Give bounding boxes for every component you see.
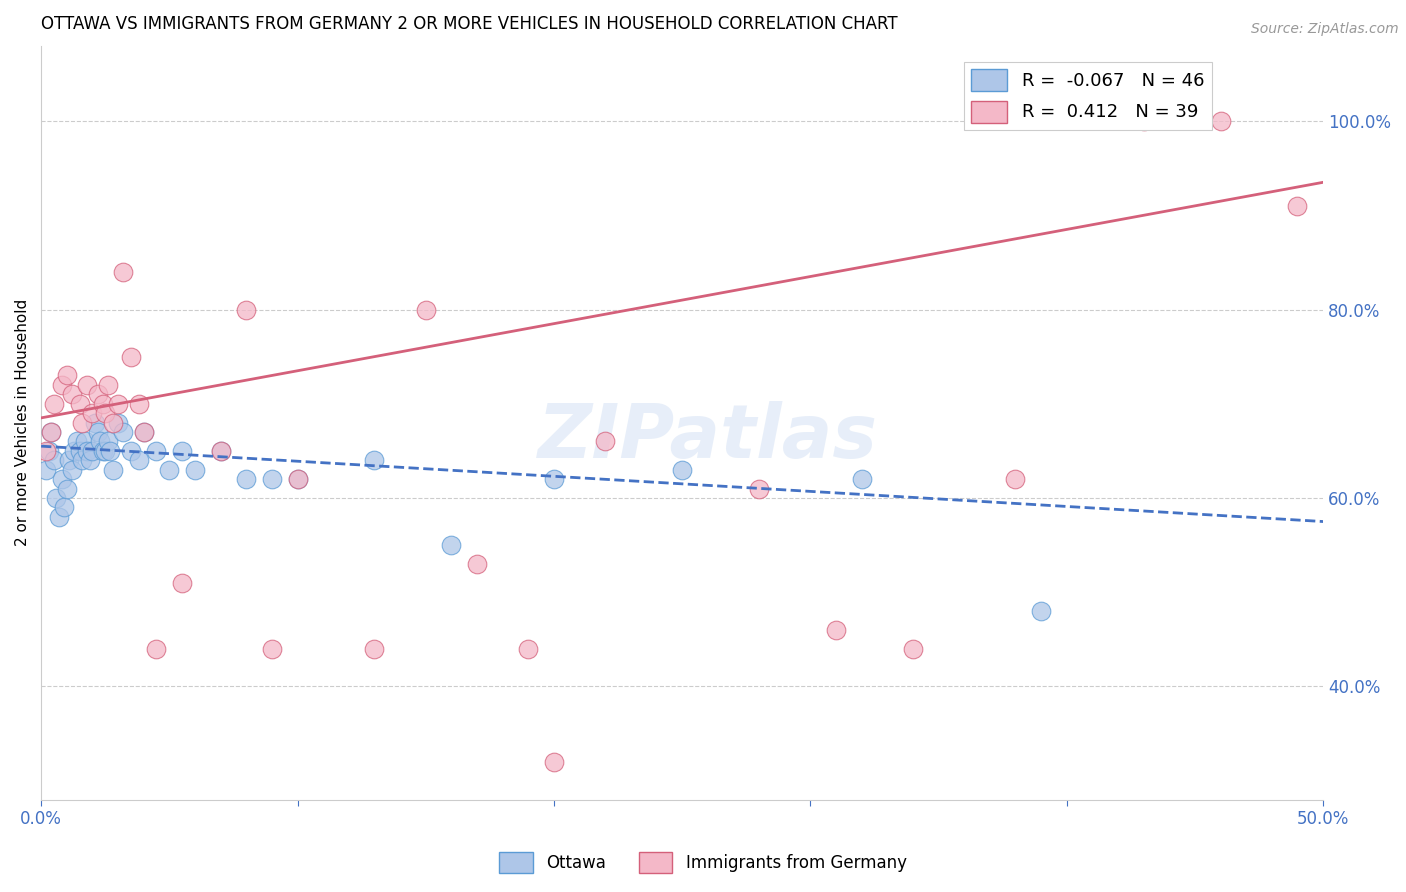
Point <box>42 397 65 411</box>
Point <box>543 755 565 769</box>
Point <box>70 453 93 467</box>
Point <box>38 443 60 458</box>
Y-axis label: 2 or more Vehicles in Household: 2 or more Vehicles in Household <box>15 299 30 546</box>
Point <box>76 378 98 392</box>
Point <box>55 368 77 383</box>
Point <box>112 425 135 439</box>
Point <box>84 416 107 430</box>
Point <box>543 472 565 486</box>
Point <box>58 453 80 467</box>
Point <box>1132 114 1154 128</box>
Point <box>73 434 96 449</box>
Point <box>91 443 114 458</box>
Point <box>517 641 540 656</box>
Point <box>101 416 124 430</box>
Point <box>69 443 91 458</box>
Text: Source: ZipAtlas.com: Source: ZipAtlas.com <box>1251 22 1399 37</box>
Point <box>1286 199 1309 213</box>
Point <box>145 641 167 656</box>
Point <box>66 434 89 449</box>
Point <box>748 482 770 496</box>
Point <box>145 443 167 458</box>
Point <box>41 425 63 439</box>
Text: ZIPatlas: ZIPatlas <box>537 401 877 475</box>
Point <box>172 443 194 458</box>
Point <box>851 472 873 486</box>
Point <box>671 463 693 477</box>
Point <box>363 641 385 656</box>
Point <box>209 443 232 458</box>
Point <box>60 463 83 477</box>
Point <box>51 378 73 392</box>
Point <box>70 416 93 430</box>
Point <box>287 472 309 486</box>
Text: OTTAWA VS IMMIGRANTS FROM GERMANY 2 OR MORE VEHICLES IN HOUSEHOLD CORRELATION CH: OTTAWA VS IMMIGRANTS FROM GERMANY 2 OR M… <box>41 15 898 33</box>
Point <box>94 443 117 458</box>
Point <box>120 350 142 364</box>
Point <box>593 434 616 449</box>
Point <box>35 443 58 458</box>
Point <box>53 500 76 515</box>
Point <box>51 472 73 486</box>
Point <box>128 453 150 467</box>
Point <box>89 434 111 449</box>
Point <box>235 472 257 486</box>
Point <box>209 443 232 458</box>
Point <box>98 443 121 458</box>
Point <box>415 302 437 317</box>
Point <box>465 557 488 571</box>
Point <box>235 302 257 317</box>
Point <box>76 443 98 458</box>
Point <box>107 416 129 430</box>
Point <box>1004 472 1026 486</box>
Point <box>1029 604 1052 618</box>
Point <box>45 491 67 505</box>
Point <box>1209 114 1232 128</box>
Point <box>120 443 142 458</box>
Point <box>86 387 108 401</box>
Point <box>42 453 65 467</box>
Point <box>55 482 77 496</box>
Legend: Ottawa, Immigrants from Germany: Ottawa, Immigrants from Germany <box>492 846 914 880</box>
Point <box>82 443 104 458</box>
Point <box>107 397 129 411</box>
Point <box>63 443 86 458</box>
Point <box>82 406 104 420</box>
Point <box>97 378 120 392</box>
Point <box>41 425 63 439</box>
Point <box>91 397 114 411</box>
Point <box>97 434 120 449</box>
Point <box>172 575 194 590</box>
Point <box>260 641 283 656</box>
Point <box>260 472 283 486</box>
Point <box>901 641 924 656</box>
Point <box>101 463 124 477</box>
Point <box>94 406 117 420</box>
Point <box>184 463 207 477</box>
Point <box>157 463 180 477</box>
Point <box>363 453 385 467</box>
Point <box>48 509 70 524</box>
Point <box>132 425 155 439</box>
Point <box>112 265 135 279</box>
Point <box>69 397 91 411</box>
Point <box>287 472 309 486</box>
Point <box>60 387 83 401</box>
Point <box>35 463 58 477</box>
Legend: R =  -0.067   N = 46, R =  0.412   N = 39: R = -0.067 N = 46, R = 0.412 N = 39 <box>965 62 1212 129</box>
Point <box>86 425 108 439</box>
Point <box>440 538 463 552</box>
Point <box>132 425 155 439</box>
Point <box>128 397 150 411</box>
Point <box>79 453 101 467</box>
Point <box>825 623 848 637</box>
